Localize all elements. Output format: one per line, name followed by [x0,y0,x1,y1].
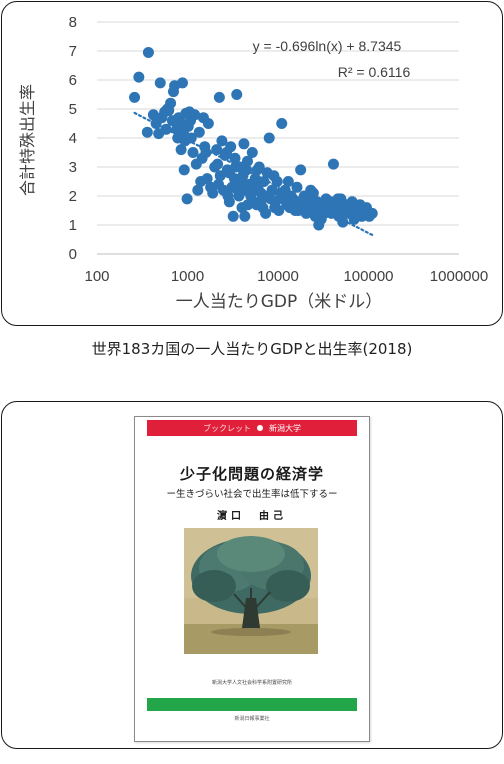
data-point [249,173,261,185]
data-point [366,207,378,219]
university-logo-icon [257,425,263,431]
chart-panel: 0 1 2 3 4 5 6 7 8 100 1000 10000 100000 1000000 y = -… [1,1,503,326]
data-point [181,193,193,205]
book-imprint: 新潟日報事業社 [234,716,270,722]
x-axis-label: 一人当たりGDP（米ドル） [176,292,383,312]
data-point [282,176,294,187]
trendline-equation: y = -0.696ln(x) + 8.7345 [253,38,402,54]
data-point [212,158,224,170]
data-point [332,193,344,205]
data-point [231,89,243,100]
trendline [133,111,376,237]
data-points [129,46,378,231]
scatter-chart: 0 1 2 3 4 5 6 7 8 100 1000 10000 100000 1000000 y = -… [18,14,489,312]
data-point [241,155,253,167]
data-point [295,164,307,176]
book-university-label: 新潟大学 [269,423,301,433]
data-point [192,184,204,196]
data-point [246,147,258,158]
book-title: 少子化問題の経済学 [179,465,324,483]
data-point [193,126,205,138]
book-top-band: ブックレット 新潟大学 [147,420,357,436]
data-point [246,184,258,196]
data-point [227,210,239,222]
data-point [200,147,212,158]
data-point [187,147,199,158]
data-point [269,202,281,214]
data-point [175,144,187,156]
data-point [213,91,225,103]
book-subtitle: ー生きづらい社会で出生率は低下するー [166,489,338,500]
data-point [315,213,327,225]
x-tick-label: 100 [84,268,109,285]
data-point [251,164,263,176]
book-publisher-note: 新潟大学人文社会科学系附置研究所 [211,680,292,686]
tree-painting [184,528,318,654]
y-tick-label: 4 [69,130,77,147]
data-point [207,187,219,199]
data-point [133,71,145,83]
data-point [178,164,190,176]
data-point [174,116,186,128]
data-point [154,77,166,89]
data-point [282,199,294,211]
data-point [165,97,177,109]
data-point [291,181,303,193]
data-point [238,138,250,150]
y-tick-label: 8 [69,14,77,31]
data-point [223,196,235,208]
data-point [216,135,228,147]
data-point [221,164,233,176]
y-tick-label: 6 [69,72,77,89]
data-point [142,46,154,58]
data-point [260,207,272,219]
data-point [141,126,153,138]
x-tick-label: 1000 [171,268,204,285]
data-point [176,77,188,89]
x-tick-label: 1000000 [430,268,488,285]
data-point [256,193,268,205]
data-point [242,199,254,211]
trendline-r-squared: R² = 0.6116 [338,64,411,80]
data-point [201,173,213,185]
data-point [189,109,201,121]
data-point [211,144,223,156]
data-point [202,118,214,129]
data-point [305,184,317,196]
data-point [147,109,159,121]
y-tick-label: 7 [69,43,77,60]
book-bottom-band [147,698,357,711]
y-tick-label: 3 [69,159,77,176]
data-point [229,152,241,164]
y-tick-label: 1 [69,217,77,234]
data-point [263,132,275,144]
trendline-path [133,111,376,237]
x-tick-label: 100000 [343,268,393,285]
tick-labels: 0 1 2 3 4 5 6 7 8 100 1000 10000 100000 1000000 [69,14,489,285]
book-author: 濵口 由己 [217,511,287,522]
data-point [276,118,288,129]
data-point [225,141,237,153]
data-point [327,158,339,170]
data-point [129,91,141,103]
chart-caption: 世界183カ国の一人当たりGDPと出生率(2018) [91,340,413,358]
book-cover: ブックレット 新潟大学 少子化問題の経済学 ー生きづらい社会で出生率は低下するー… [134,416,370,742]
x-tick-label: 10000 [257,268,299,285]
book-series-label: ブックレット [203,423,251,433]
y-tick-label: 0 [69,246,77,263]
y-axis-label: 合計特殊出生率 [18,84,37,196]
data-point [292,205,304,216]
data-point [239,210,251,222]
y-tick-label: 5 [69,101,77,118]
y-tick-label: 2 [69,188,77,205]
